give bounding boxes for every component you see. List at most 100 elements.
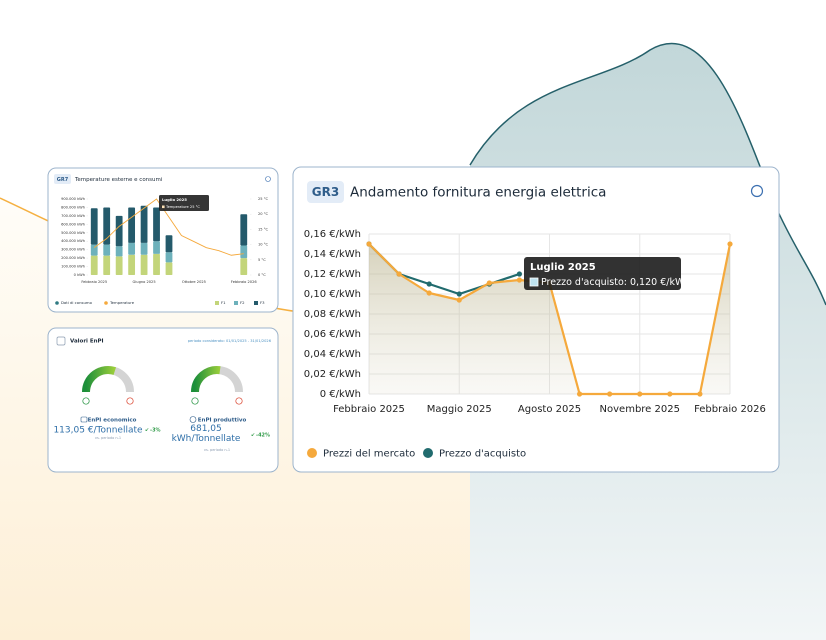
y2-tick-label: 20 °C	[258, 212, 269, 216]
legend-label: Prezzi del mercato	[323, 449, 415, 460]
tooltip-bg	[524, 257, 681, 290]
bar-segment	[240, 214, 248, 246]
enpi-value: 113,05 €/Tonnellate	[53, 426, 143, 436]
legend-group: Dati di consumo	[61, 300, 93, 305]
tooltip-title: Luglio 2025	[530, 262, 596, 273]
bar-segment	[140, 205, 148, 243]
y2-tick-label: 25 °C	[258, 197, 269, 201]
tooltip-swatch	[162, 205, 165, 209]
point	[667, 391, 673, 397]
enpi-change: -3%	[150, 428, 161, 434]
point	[576, 391, 583, 397]
icon-good	[191, 397, 199, 405]
deco-teal-edge	[469, 42, 826, 306]
bar-segment	[165, 235, 173, 253]
bar-segment	[115, 246, 123, 257]
enpi-label: EnPI economico	[88, 418, 137, 424]
item-icon	[80, 416, 88, 423]
point	[456, 291, 462, 297]
enpi-icon	[56, 336, 66, 346]
bar-segment	[115, 215, 123, 247]
point	[396, 271, 402, 277]
y-tick-label: 100.000 kWh	[61, 265, 85, 269]
enpi-title: Valori EnPI	[70, 339, 104, 345]
point	[426, 281, 432, 287]
legend-swatch	[215, 301, 219, 305]
tooltip-bg	[159, 195, 209, 211]
bar-segment	[240, 258, 248, 275]
y-tick-label: 0,02 €/kWh	[304, 369, 361, 380]
tag-bg	[307, 181, 344, 203]
point	[727, 241, 733, 247]
x-tick-label: Febbraio 2026	[231, 280, 258, 284]
point	[456, 297, 462, 303]
tag: GR3	[312, 185, 339, 199]
legend-swatch	[423, 448, 433, 458]
bar-segment	[165, 262, 173, 275]
enpi-value-box: 681,05 kWh/Tonnellate	[171, 424, 241, 444]
y2-tick-label: 0 °C	[258, 273, 266, 277]
y-tick-label: 0,06 €/kWh	[304, 329, 361, 340]
bar-segment	[128, 242, 136, 255]
legend-swatch	[234, 301, 238, 305]
point	[697, 391, 703, 397]
y-tick-label: 0,12 €/kWh	[304, 269, 361, 280]
bar-segment	[90, 244, 98, 256]
bar-segment	[103, 207, 111, 245]
bar-segment	[90, 255, 98, 275]
bar-segment	[165, 252, 173, 263]
legend-label: F3	[260, 300, 265, 305]
legend-swatch	[307, 448, 317, 458]
temperature-line	[93, 198, 244, 256]
bar-segment	[128, 207, 136, 243]
arrow: ↙	[251, 433, 255, 439]
point	[366, 241, 372, 247]
legend-swatch	[254, 301, 258, 305]
area	[369, 244, 730, 394]
charts: 0 kWh 100.000 kWh 200.000 kWh 300.000 kWh 40…	[55, 195, 766, 460]
enpi-value: 681,05 kWh/Tonnellate	[171, 424, 241, 444]
y-tick-label: 0,16 €/kWh	[304, 229, 361, 240]
tag-bg	[54, 174, 71, 184]
x-tick-label: Febbraio 2025	[333, 404, 405, 415]
bar-segment	[103, 255, 111, 275]
y2-tick-label: 10 °C	[258, 243, 269, 247]
bar-segment	[128, 254, 136, 275]
x-tick-label: Ottobre 2025	[182, 280, 206, 284]
y-tick-label: 0,10 €/kWh	[304, 289, 361, 300]
item-icon	[189, 416, 197, 423]
info-icon[interactable]	[750, 184, 764, 198]
legend-label: Prezzo d'acquisto	[439, 449, 526, 460]
legend-label: F2	[240, 300, 245, 305]
y2-tick-label: 15 °C	[258, 227, 269, 231]
y-tick-label: 0,04 €/kWh	[304, 349, 361, 360]
point	[637, 391, 643, 397]
point	[516, 277, 523, 283]
bar-segment	[140, 254, 148, 275]
y2-tick-label: 5 °C	[258, 258, 266, 262]
icon-bad	[126, 397, 134, 405]
enpi-change: -42%	[256, 433, 270, 439]
bar-segment	[90, 208, 98, 245]
x-tick-label: Agosto 2025	[518, 404, 581, 415]
x-tick-label: Novembre 2025	[600, 404, 680, 415]
icon-good	[82, 397, 90, 405]
card-title: Temperature esterne e consumi	[74, 177, 163, 183]
info-icon[interactable]	[265, 176, 271, 182]
point	[426, 290, 432, 296]
x-tick-label: Giugno 2025	[133, 280, 156, 284]
tag: GR7	[57, 177, 69, 183]
point	[486, 280, 492, 286]
bar-segment	[103, 244, 111, 256]
enpi-note: vs. periodo n-1	[95, 436, 121, 440]
legend-label: F1	[221, 300, 226, 305]
card-title: Andamento fornitura energia elettrica	[350, 185, 606, 201]
tooltip-title: Luglio 2025	[162, 197, 187, 202]
bar-segment	[153, 241, 160, 254]
tooltip-swatch	[529, 277, 539, 287]
x-tick-label: Febbraio 2026	[694, 404, 766, 415]
card-enpi: Valori EnPI periodo considerato: 01/01/2…	[47, 327, 279, 473]
legend-swatch	[104, 301, 108, 305]
tooltip-text: Prezzo d'acquisto: 0,120 €/kWh	[541, 277, 690, 288]
